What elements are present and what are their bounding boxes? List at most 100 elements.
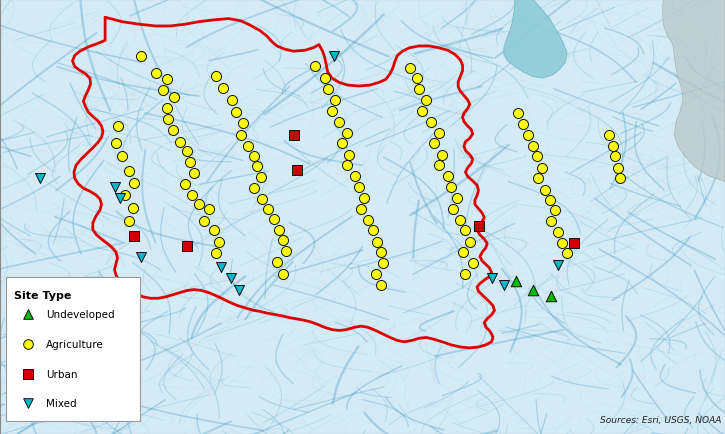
Point bbox=[203, 206, 215, 213]
Point bbox=[167, 128, 178, 135]
Point bbox=[413, 87, 425, 94]
Point bbox=[179, 181, 191, 188]
Point bbox=[527, 143, 539, 150]
Point bbox=[545, 293, 557, 299]
Point bbox=[109, 184, 120, 191]
Point bbox=[257, 196, 268, 203]
Point bbox=[248, 185, 260, 192]
Point bbox=[199, 218, 210, 225]
Point bbox=[237, 120, 249, 127]
Point bbox=[22, 341, 33, 348]
Point bbox=[377, 260, 389, 267]
Point bbox=[527, 286, 539, 293]
Point bbox=[114, 195, 125, 202]
Point bbox=[375, 282, 386, 289]
Point bbox=[213, 239, 225, 246]
Point bbox=[184, 159, 196, 166]
Point bbox=[362, 217, 374, 224]
Point bbox=[358, 195, 370, 202]
Point bbox=[150, 70, 162, 77]
Point bbox=[457, 249, 468, 256]
Point bbox=[416, 108, 428, 115]
Point bbox=[230, 109, 241, 116]
Point bbox=[127, 205, 138, 212]
Point bbox=[447, 206, 459, 213]
Point bbox=[123, 218, 135, 225]
Point bbox=[233, 286, 245, 293]
Point bbox=[561, 250, 573, 257]
Point bbox=[162, 116, 174, 123]
Point bbox=[531, 154, 542, 161]
Point bbox=[161, 77, 173, 84]
Point bbox=[370, 271, 381, 278]
Point bbox=[371, 239, 383, 246]
Point bbox=[157, 88, 169, 95]
Point bbox=[34, 175, 46, 182]
Text: Mixed: Mixed bbox=[46, 398, 76, 408]
Point bbox=[235, 132, 247, 139]
Point bbox=[486, 275, 497, 282]
Point bbox=[218, 85, 229, 92]
Point bbox=[460, 227, 471, 234]
Point bbox=[460, 271, 471, 278]
Point bbox=[445, 184, 457, 191]
Point bbox=[188, 170, 200, 177]
Point bbox=[498, 282, 510, 289]
Point bbox=[119, 192, 130, 199]
Point bbox=[473, 223, 484, 230]
Point bbox=[607, 143, 618, 150]
Point bbox=[22, 370, 33, 377]
Point bbox=[545, 218, 557, 225]
Point bbox=[226, 97, 238, 104]
Text: Site Type: Site Type bbox=[14, 290, 72, 300]
Point bbox=[451, 195, 463, 202]
Text: Agriculture: Agriculture bbox=[46, 339, 104, 349]
Text: Undeveloped: Undeveloped bbox=[46, 310, 115, 319]
Point bbox=[552, 229, 564, 236]
Point bbox=[326, 108, 338, 115]
Point bbox=[248, 153, 260, 160]
Text: Sources: Esri, USGS, NOAA: Sources: Esri, USGS, NOAA bbox=[600, 415, 721, 424]
Point bbox=[334, 119, 345, 126]
Point bbox=[181, 148, 193, 155]
Point bbox=[612, 165, 624, 172]
Point bbox=[194, 201, 205, 208]
Point bbox=[215, 263, 227, 270]
Point bbox=[281, 248, 292, 255]
Point bbox=[210, 250, 222, 257]
Point bbox=[609, 154, 621, 161]
Point bbox=[136, 53, 147, 60]
Point bbox=[355, 206, 367, 213]
Point bbox=[455, 217, 466, 224]
Point bbox=[375, 249, 386, 256]
Point bbox=[255, 174, 267, 181]
Point bbox=[112, 123, 124, 130]
FancyBboxPatch shape bbox=[6, 278, 140, 421]
Point bbox=[181, 243, 193, 250]
Point bbox=[273, 227, 285, 233]
Point bbox=[536, 165, 548, 172]
Point bbox=[426, 119, 437, 126]
Point bbox=[123, 168, 135, 175]
Point bbox=[341, 162, 352, 169]
Point bbox=[544, 197, 555, 204]
Point bbox=[436, 152, 448, 159]
Point bbox=[168, 94, 180, 101]
Point bbox=[349, 174, 361, 181]
Point bbox=[271, 259, 283, 266]
Point bbox=[428, 141, 439, 148]
Point bbox=[322, 87, 334, 94]
Point bbox=[341, 130, 352, 137]
Point bbox=[353, 184, 365, 191]
Text: Urban: Urban bbox=[46, 369, 77, 378]
Point bbox=[277, 271, 289, 278]
Point bbox=[442, 174, 454, 181]
Point bbox=[116, 154, 128, 161]
Polygon shape bbox=[663, 0, 725, 182]
Point bbox=[411, 76, 423, 82]
Point bbox=[329, 97, 341, 104]
Point bbox=[210, 74, 222, 81]
Point bbox=[22, 311, 33, 318]
Point bbox=[336, 141, 348, 148]
Point bbox=[404, 65, 415, 72]
